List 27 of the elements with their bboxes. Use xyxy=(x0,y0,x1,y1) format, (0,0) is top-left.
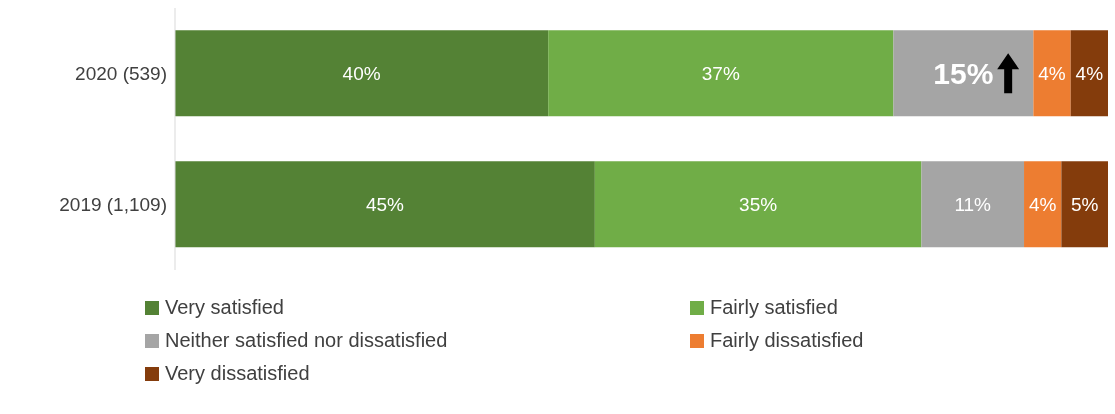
data-label: 11% xyxy=(954,193,992,215)
legend-label: Very dissatisfied xyxy=(165,362,310,385)
data-label: 5% xyxy=(1070,193,1099,215)
data-label: 37% xyxy=(701,62,740,84)
bar xyxy=(893,30,1034,117)
legend-label: Fairly dissatisfied xyxy=(710,329,864,352)
bar xyxy=(594,161,922,248)
bar xyxy=(1033,30,1071,117)
y-tick-label: 2019 (1,109) xyxy=(59,194,167,216)
bar xyxy=(175,161,595,248)
data-label: 45% xyxy=(365,193,405,215)
legend-label: Neither satisfied nor dissatisfied xyxy=(165,329,448,352)
data-label: 4% xyxy=(1075,62,1104,84)
data-label: 4% xyxy=(1028,193,1057,215)
bar xyxy=(175,30,549,117)
data-label: 4% xyxy=(1038,62,1066,84)
bar xyxy=(548,30,894,117)
data-label: 15% xyxy=(933,56,994,90)
bar xyxy=(1061,161,1108,248)
data-label: 40% xyxy=(342,62,381,84)
bar xyxy=(1024,161,1062,248)
data-label: 35% xyxy=(739,193,778,215)
y-tick-label: 2020 (539) xyxy=(75,63,167,85)
bar xyxy=(921,161,1025,248)
legend-label: Fairly satisfied xyxy=(710,296,838,319)
legend-label: Very satisfied xyxy=(165,296,284,319)
bar xyxy=(1070,30,1108,117)
